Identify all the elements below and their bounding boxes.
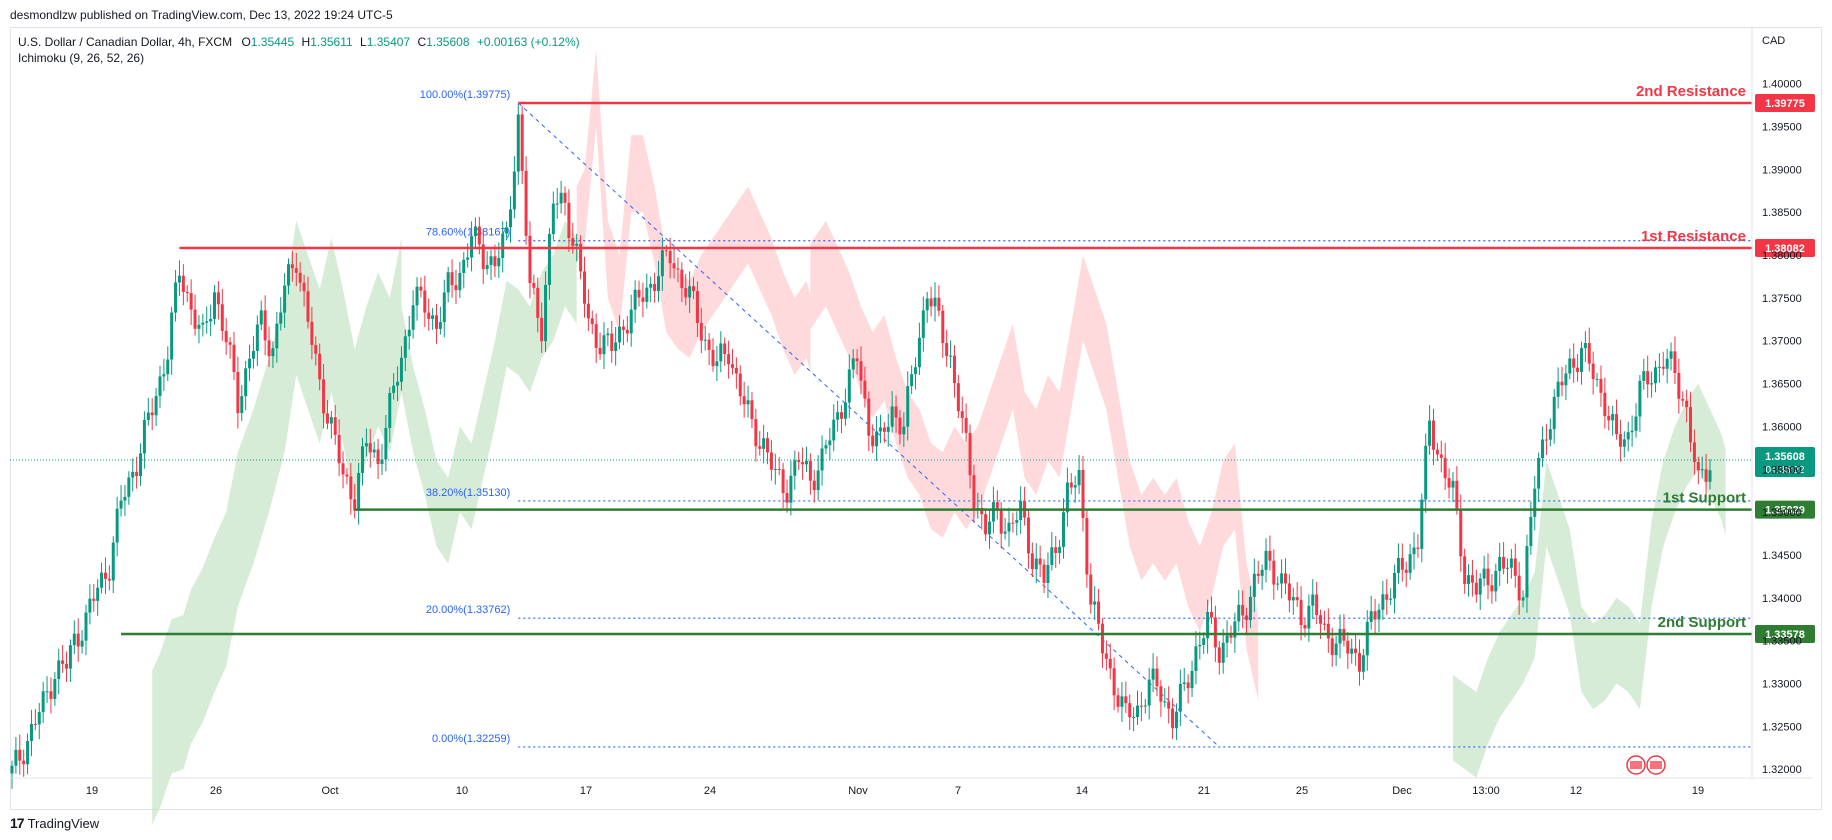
tradingview-logo-icon: 17 xyxy=(10,815,25,831)
tradingview-logo[interactable]: 17 TradingView xyxy=(10,815,99,831)
chart-pane[interactable] xyxy=(10,27,1822,810)
publish-info: desmondlzw published on TradingView.com,… xyxy=(10,8,393,22)
indicator-label[interactable]: Ichimoku (9, 26, 52, 26) xyxy=(18,51,145,65)
ohlc-close: C1.35608 xyxy=(417,35,470,49)
price-change: +0.00163 (+0.12%) xyxy=(476,35,580,49)
symbol-title: U.S. Dollar / Canadian Dollar, 4h, FXCM xyxy=(18,35,233,49)
symbol-legend: U.S. Dollar / Canadian Dollar, 4h, FXCM … xyxy=(18,34,580,51)
ohlc-low: L1.35407 xyxy=(360,35,411,49)
ohlc-high: H1.35611 xyxy=(301,35,353,49)
tradingview-brand: TradingView xyxy=(27,815,100,831)
ohlc-open: O1.35445 xyxy=(241,35,295,49)
